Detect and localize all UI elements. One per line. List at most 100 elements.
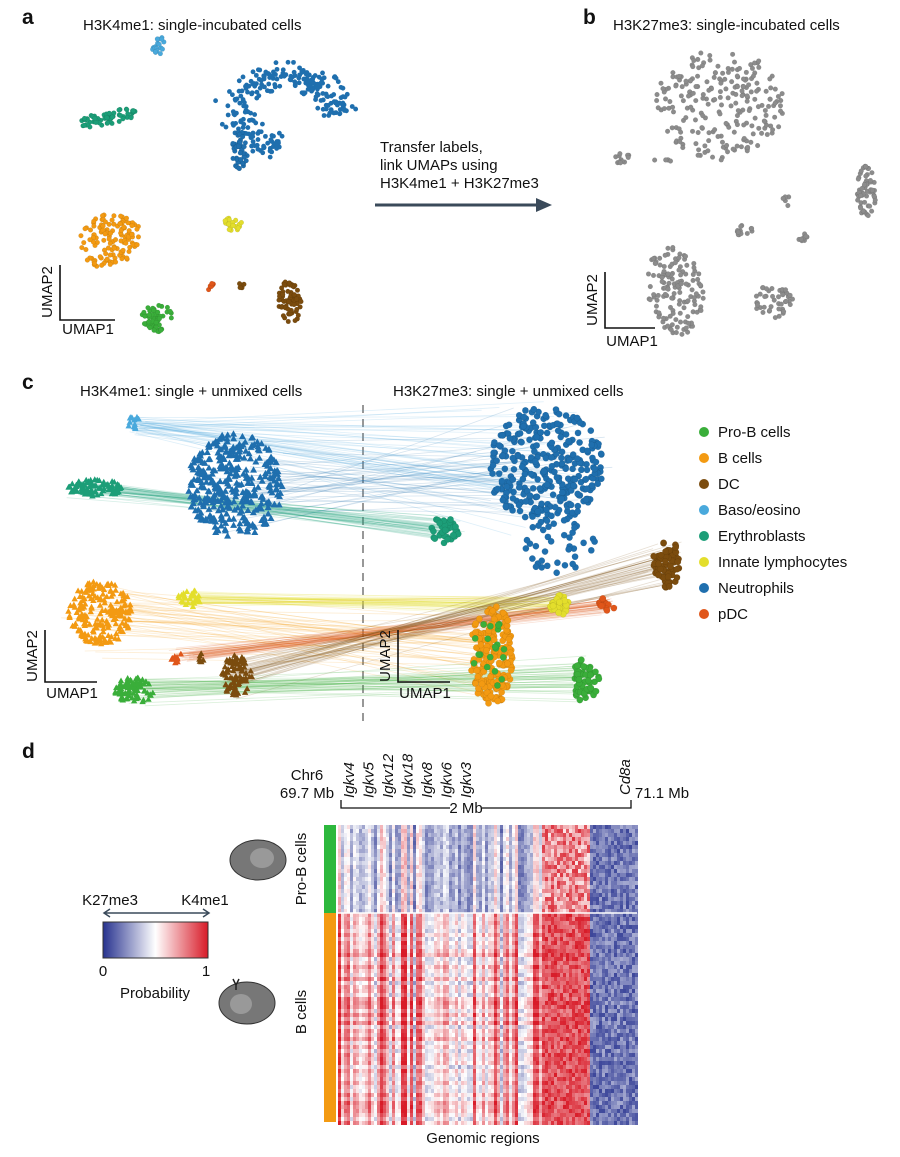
heat-cell [338, 837, 341, 841]
heat-cell [491, 981, 494, 985]
heat-cell [431, 917, 434, 921]
heat-cell [350, 957, 353, 961]
heat-cell [458, 825, 461, 829]
heat-cell [416, 881, 419, 885]
heat-cell [593, 965, 596, 969]
heat-cell [482, 845, 485, 849]
heat-cell [530, 893, 533, 897]
heat-cell [545, 977, 548, 981]
heat-cell [443, 937, 446, 941]
heat-cell [458, 961, 461, 965]
heat-cell [407, 833, 410, 837]
heat-cell [401, 961, 404, 965]
heat-cell [611, 977, 614, 981]
heat-cell [431, 929, 434, 933]
heat-cell [455, 873, 458, 877]
heat-cell [578, 865, 581, 869]
heat-cell [383, 945, 386, 949]
heat-cell [485, 877, 488, 881]
heat-cell [575, 985, 578, 989]
heat-cell [521, 825, 524, 829]
heat-cell [542, 837, 545, 841]
heat-cell [548, 977, 551, 981]
heat-cell [635, 949, 638, 953]
heat-cell [356, 861, 359, 865]
heat-cell [530, 897, 533, 901]
heat-cell [434, 925, 437, 929]
heat-cell [608, 961, 611, 965]
heat-cell [368, 877, 371, 881]
heat-cell [362, 993, 365, 997]
heat-cell [434, 917, 437, 921]
heat-cell [464, 937, 467, 941]
heat-cell [434, 973, 437, 977]
heat-cell [524, 825, 527, 829]
heat-cell [530, 957, 533, 961]
heat-cell [470, 877, 473, 881]
heat-cell [476, 893, 479, 897]
heat-cell [341, 857, 344, 861]
heat-cell [518, 889, 521, 893]
heat-cell [494, 997, 497, 1001]
heat-cell [422, 897, 425, 901]
heat-cell [512, 941, 515, 945]
heat-cell [482, 889, 485, 893]
heat-cell [440, 929, 443, 933]
heat-cell [539, 889, 542, 893]
heat-cell [515, 837, 518, 841]
heat-cell [632, 973, 635, 977]
heat-cell [347, 985, 350, 989]
heat-cell [602, 825, 605, 829]
heat-cell [611, 993, 614, 997]
heat-cell [356, 981, 359, 985]
heat-cell [365, 997, 368, 1001]
heat-cell [425, 917, 428, 921]
heat-cell [530, 861, 533, 865]
heat-cell [527, 933, 530, 937]
heat-cell [521, 917, 524, 921]
heat-cell [611, 917, 614, 921]
heat-cell [608, 921, 611, 925]
heat-cell [338, 869, 341, 873]
heat-cell [500, 881, 503, 885]
heat-cell [554, 877, 557, 881]
heat-cell [377, 929, 380, 933]
heat-cell [536, 977, 539, 981]
heat-cell [419, 901, 422, 905]
heat-cell [491, 945, 494, 949]
heat-cell [551, 945, 554, 949]
heat-cell [455, 989, 458, 993]
heat-cell [374, 861, 377, 865]
heat-cell [467, 993, 470, 997]
heat-cell [584, 833, 587, 837]
heat-cell [533, 965, 536, 969]
heat-cell [434, 937, 437, 941]
heat-cell [452, 893, 455, 897]
heat-cell [554, 985, 557, 989]
heat-cell [428, 857, 431, 861]
heat-cell [554, 901, 557, 905]
heat-cell [608, 993, 611, 997]
heat-cell [563, 993, 566, 997]
heat-cell [422, 965, 425, 969]
heat-cell [575, 897, 578, 901]
heat-cell [623, 937, 626, 941]
heat-cell [425, 957, 428, 961]
heat-cell [422, 829, 425, 833]
heat-cell [551, 949, 554, 953]
heat-cell [581, 853, 584, 857]
heat-cell [392, 885, 395, 889]
heat-cell [557, 861, 560, 865]
heat-cell [521, 837, 524, 841]
heat-cell [359, 997, 362, 1001]
heat-cell [437, 969, 440, 973]
heat-cell [599, 861, 602, 865]
heat-cell [584, 865, 587, 869]
heat-cell [449, 845, 452, 849]
heat-cell [509, 961, 512, 965]
heat-cell [485, 905, 488, 909]
heat-cell [416, 849, 419, 853]
heat-cell [629, 825, 632, 829]
heat-cell [566, 889, 569, 893]
heat-cell [431, 837, 434, 841]
